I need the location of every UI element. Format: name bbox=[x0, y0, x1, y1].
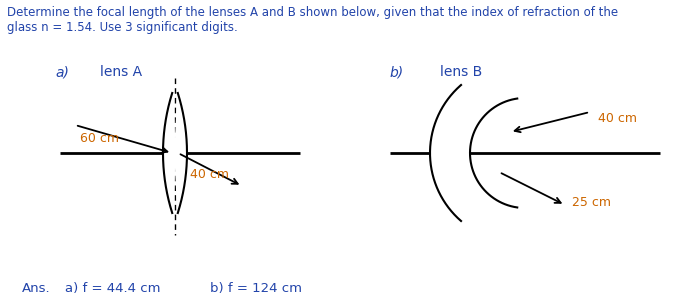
Text: a) f = 44.4 cm: a) f = 44.4 cm bbox=[65, 282, 161, 295]
Polygon shape bbox=[163, 93, 187, 213]
Text: 25 cm: 25 cm bbox=[572, 196, 611, 209]
Text: b): b) bbox=[390, 65, 404, 79]
Text: lens B: lens B bbox=[440, 65, 482, 79]
Text: lens A: lens A bbox=[100, 65, 142, 79]
Text: 40 cm: 40 cm bbox=[190, 168, 229, 181]
Text: 60 cm: 60 cm bbox=[80, 131, 119, 145]
Polygon shape bbox=[430, 85, 517, 221]
Text: 40 cm: 40 cm bbox=[598, 112, 637, 124]
Text: Determine the focal length of the lenses A and B shown below, given that the ind: Determine the focal length of the lenses… bbox=[7, 6, 618, 34]
Text: a): a) bbox=[55, 65, 69, 79]
Text: Ans.: Ans. bbox=[22, 282, 50, 295]
Text: b) f = 124 cm: b) f = 124 cm bbox=[210, 282, 302, 295]
